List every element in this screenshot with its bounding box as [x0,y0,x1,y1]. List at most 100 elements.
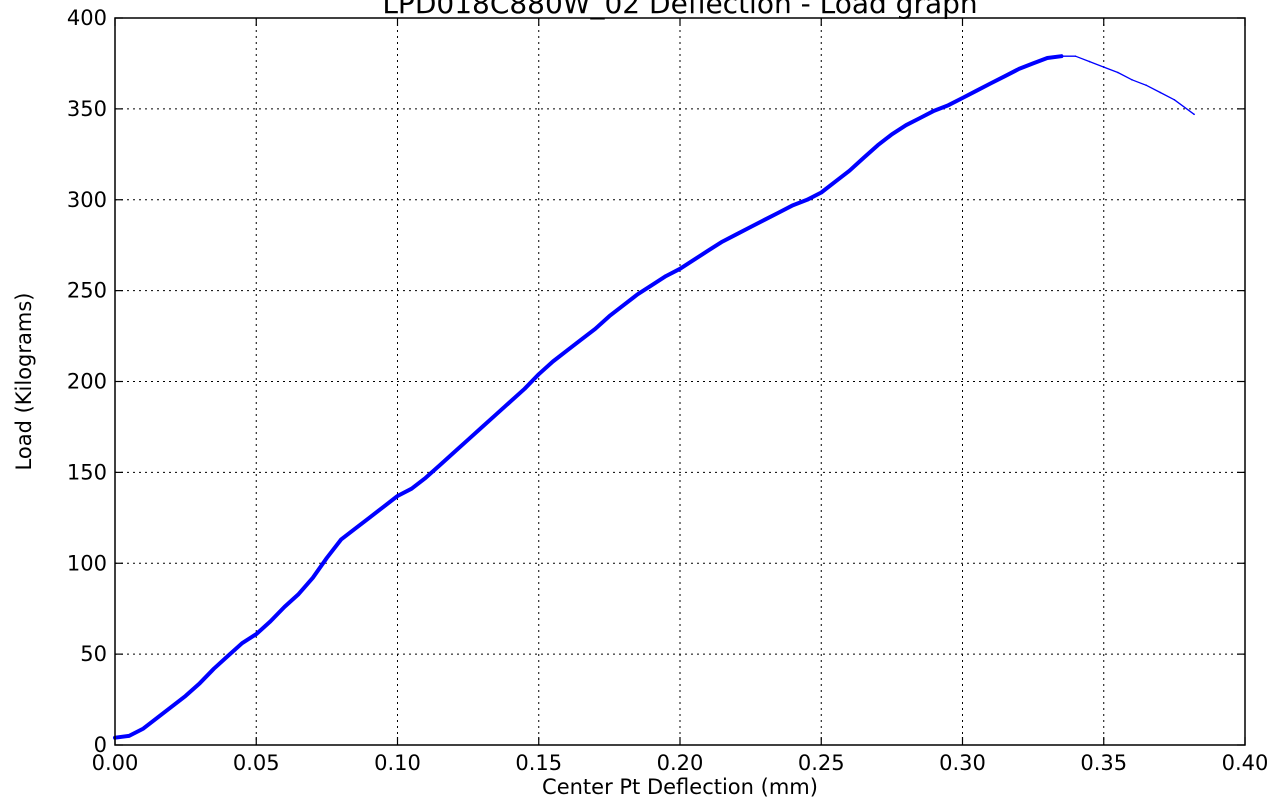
data-point [1193,113,1195,116]
data-point [594,328,597,330]
data-point [1159,91,1162,94]
data-point [877,144,879,146]
data-point [269,620,272,623]
data-point [1131,79,1133,81]
data-point [410,487,413,490]
x-axis-ticks: 0.00 0.05 0.10 0.15 0.20 0.25 0.30 0.35 0.40 [92,18,1269,775]
data-point [326,557,328,559]
data-point [538,373,540,376]
data-point [128,735,130,737]
y-tick-label: 100 [67,551,107,575]
data-point [1117,71,1119,74]
data-point [820,191,823,194]
data-point [1103,66,1105,68]
data-point [184,695,187,697]
data-point [848,169,851,172]
x-tick-label: 0.15 [515,751,562,775]
data-point [170,706,173,708]
data-point [1074,55,1077,57]
data-point [622,304,625,307]
data-point [636,293,639,296]
data-point [608,315,611,317]
data-point [1060,55,1063,57]
data-point [975,89,978,92]
data-point [396,495,399,497]
x-tick-label: 0.10 [374,751,421,775]
y-tick-label: 250 [67,279,107,303]
x-tick-label: 0.35 [1080,751,1127,775]
data-point [467,438,469,441]
data-point [989,82,992,85]
data-point [764,218,766,221]
y-tick-label: 350 [67,97,107,121]
y-tick-label: 0 [94,733,107,757]
data-point [735,233,738,236]
y-axis-label: Load (Kilograms) [12,293,36,471]
data-point [834,180,837,183]
data-point [424,477,427,479]
data-point [933,109,935,112]
data-point [283,606,286,608]
series-layer [113,54,1195,740]
y-tick-label: 200 [67,370,107,394]
data-point [749,226,752,228]
data-point [905,124,907,126]
x-tick-label: 0.05 [233,751,280,775]
data-point [1004,75,1006,77]
data-point [1173,99,1176,101]
data-point [806,199,808,201]
data-point [552,360,554,363]
y-tick-label: 400 [67,6,107,30]
data-point [495,413,498,416]
data-point [1088,60,1091,63]
data-point [368,517,371,519]
data-point [227,655,229,657]
data-point [340,538,342,541]
y-tick-label: 150 [67,460,107,484]
data-point [947,104,950,106]
data-point [566,349,568,352]
data-point [241,642,243,644]
data-point [1046,57,1049,59]
series-line [113,54,1064,740]
data-point [439,464,441,466]
data-point [693,258,695,261]
data-point [354,527,356,530]
y-tick-label: 50 [80,642,107,666]
data-point [1032,62,1034,65]
data-point [721,240,724,243]
data-point [961,97,964,99]
x-axis-label: Center Pt Deflection (mm) [542,775,818,799]
data-point [199,682,201,684]
data-point [1145,84,1147,86]
data-point [919,117,921,119]
data-point [792,204,794,206]
chart-title: LPD018C880W_02 Deflection - Load graph [382,0,977,20]
data-point [707,249,709,252]
data-point [1018,68,1020,70]
data-point [679,268,681,270]
data-point [509,400,512,403]
data-point [453,451,455,454]
series-line-tail [1060,55,1195,115]
data-point [862,157,865,159]
data-point [156,716,159,719]
y-axis-ticks: 0 50 100 150 200 250 300 350 400 [67,6,1245,757]
data-point [142,727,145,730]
data-point [665,275,667,277]
data-point [523,388,526,390]
data-point [891,133,893,136]
data-point [255,633,258,635]
data-point [213,667,215,670]
data-point [297,593,300,595]
x-tick-label: 0.20 [657,751,704,775]
data-point [481,426,484,428]
y-tick-label: 300 [67,188,107,212]
x-tick-label: 0.40 [1222,751,1269,775]
data-point [312,577,314,579]
x-tick-label: 0.30 [939,751,986,775]
x-tick-label: 0.00 [92,751,139,775]
data-point [580,338,582,341]
